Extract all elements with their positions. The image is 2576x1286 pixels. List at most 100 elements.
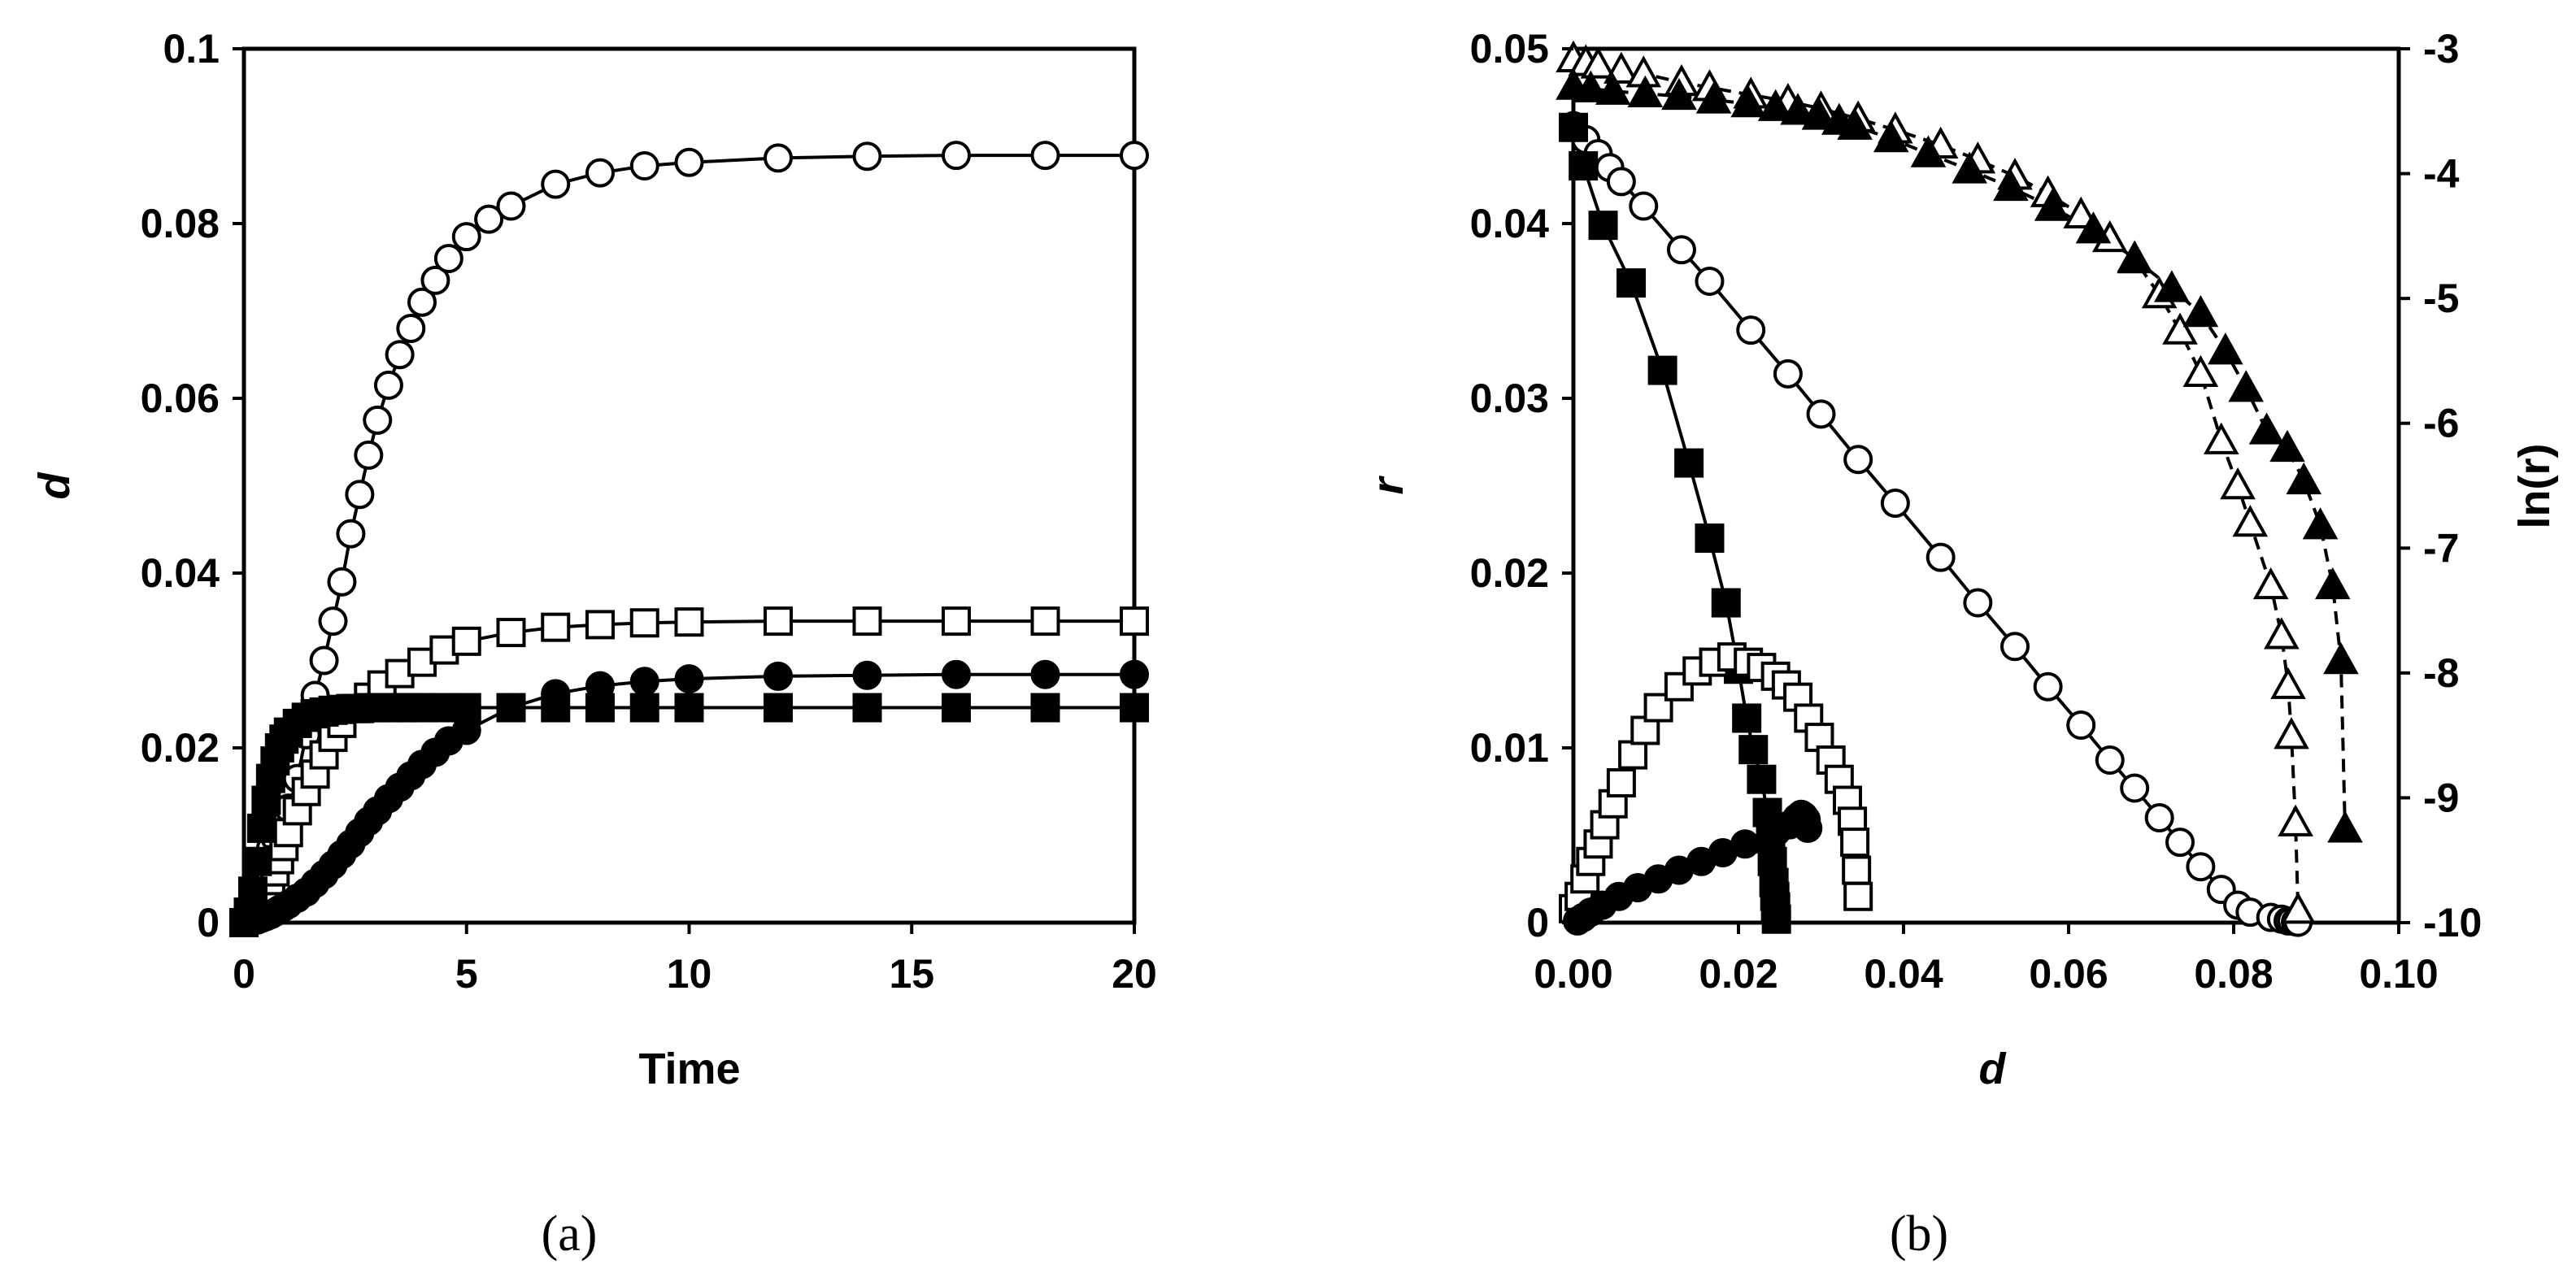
panel-b-series-5: [1556, 67, 2363, 843]
panel-b-series-0-point: [2095, 745, 2125, 776]
panel-a-series-2-point: [674, 693, 704, 723]
panel-b-series-4-point: [2182, 354, 2219, 388]
panel-a-series-0-point: [629, 151, 659, 181]
panel-a-series-1-point: [496, 618, 526, 648]
panel-a-series-2-point: [237, 876, 268, 906]
panel-a-series-0-point: [327, 567, 357, 597]
panel-b-y-tick-label: 0.02: [1470, 550, 1549, 596]
panel-a-series-0-point: [496, 191, 526, 221]
panel-b-marks: [1556, 40, 2363, 937]
panel-b-series-5-point: [2286, 462, 2322, 495]
panel-b-series-0-point: [1843, 445, 1873, 475]
panel-a-series-1-point: [451, 626, 481, 656]
panel-b-series-5-point: [2075, 211, 2112, 244]
panel-b-y-tick-label: 0: [1526, 900, 1549, 945]
panel-b-series-5-point: [2327, 810, 2363, 843]
panel-b-y2-tick-label: -8: [2423, 650, 2459, 696]
panel-a-chart: 0 5 10 15 20 0 0.02 0.04 0.06 0.08 0.1 Time d (a): [30, 26, 1157, 1262]
panel-b-y2-tick-label: -6: [2423, 401, 2459, 446]
panel-a-series-0-point: [1030, 141, 1060, 171]
panel-b-series-1-point: [1732, 703, 1762, 733]
panel-b-series-0-point: [1925, 542, 1956, 572]
panel-b-x-tick-label: 0.08: [2194, 951, 2273, 997]
panel-b-x-tick-label: 0.06: [2029, 951, 2108, 997]
panel-b-series-0-point: [1666, 235, 1696, 265]
panel-b-series-3-point: [1730, 829, 1760, 859]
panel-a-y-tick-label: 0.1: [163, 26, 220, 72]
panel-b-series-4-point: [2203, 422, 2239, 454]
panel-a-series-2-point: [629, 693, 659, 723]
panel-b-series-4-point: [2264, 617, 2300, 650]
panel-b-series-5-point: [1573, 70, 1609, 102]
panel-a-series-3-point: [629, 667, 659, 697]
panel-b-series-0-point: [2165, 828, 2195, 858]
panel-b-series-5-point: [1910, 135, 1947, 167]
panel-a-x-tick-label: 0: [233, 951, 255, 997]
panel-a-series-0-point: [363, 405, 393, 435]
panel-a-series-0-point: [674, 147, 704, 177]
panel-a-series-3-point: [585, 671, 615, 701]
panel-a-series-markers: [229, 141, 1149, 937]
panel-b-series-markers: [1556, 40, 2363, 937]
panel-b-series-5-point: [2034, 189, 2070, 221]
panel-a-y-axis-label: d: [30, 472, 79, 500]
panel-a-series-3-point: [942, 659, 971, 689]
panel-b-series-1-point: [1617, 268, 1647, 298]
panel-a-series-1-point: [674, 607, 704, 637]
panel-a-y-tick-label: 0.04: [141, 550, 220, 596]
panel-a-x-tick-label: 5: [455, 951, 478, 997]
panel-b-y2-tick-label: -5: [2423, 276, 2459, 321]
panel-b-series-5-point: [2117, 240, 2152, 272]
panel-b-series-1-point: [1711, 588, 1741, 618]
panel-a-series-0-point: [345, 480, 375, 510]
panel-b-series-5-point: [1661, 77, 1697, 111]
panel-b-series-1-point: [1695, 524, 1725, 553]
panel-a-x-axis-label: Time: [638, 1045, 740, 1093]
panel-a-series-0-point: [451, 222, 481, 252]
panel-b-series-4-point: [2280, 892, 2316, 924]
panel-b-ticks: 0.00 0.02 0.04 0.06 0.08 0.10 0 0.01 0.02 0.03 0.0…: [1470, 26, 2482, 997]
panel-a-x-tick-label: 20: [1112, 951, 1157, 997]
panel-a-series-1-point: [852, 606, 882, 636]
panel-b-series-2-point: [1843, 881, 1873, 911]
panel-b-y-tick-label: 0.05: [1470, 26, 1549, 72]
panel-b-series-5-point: [1780, 93, 1816, 125]
panel-b-series-2-point: [1606, 768, 1636, 797]
panel-b-y-tick-label: 0.04: [1470, 201, 1550, 246]
panel-a-series-0-point: [585, 158, 615, 188]
panel-b-series-1-point: [1588, 211, 1618, 241]
panel-b-y-tick-label: 0.01: [1470, 725, 1549, 771]
panel-a-y-tick-label: 0.02: [141, 725, 220, 771]
panel-b-series-0-point: [2186, 852, 2216, 882]
panel-a-y-tick-label: 0.08: [141, 201, 220, 246]
panel-b-series-0-point: [2120, 773, 2150, 803]
panel-b-series-0-point: [1629, 191, 1659, 221]
panel-b-series-1-point: [1569, 151, 1599, 181]
panel-a-series-3-point: [852, 660, 882, 690]
panel-b-x-tick-label: 0.02: [1699, 951, 1778, 997]
panel-b-y2-tick-label: -7: [2423, 525, 2459, 571]
panel-b-series-4-point: [2252, 567, 2289, 600]
panel-a-series-1: [229, 606, 1149, 937]
panel-b-series-0-point: [2066, 710, 2096, 741]
panel-a-series-1-point: [585, 610, 615, 640]
panel-b-y2-tick-label: -4: [2423, 151, 2460, 197]
panel-b-series-5-point: [1595, 72, 1631, 105]
panel-b-y-tick-label: 0.03: [1470, 376, 1549, 421]
panel-b-series-4-point: [2220, 467, 2256, 500]
panel-b-y2-tick-label: -3: [2423, 26, 2459, 72]
panel-b-series-5-point: [1873, 120, 1909, 153]
panel-a-series-0-point: [354, 440, 384, 470]
panel-b-series-2-point: [1643, 693, 1673, 723]
panel-a-series-0-point: [396, 314, 426, 343]
panel-b-y2-tick-label: -9: [2423, 775, 2459, 820]
panel-b-series-1-point: [1674, 448, 1704, 478]
panel-b-plot-area: [1571, 46, 2401, 925]
panel-a-series-2-point: [242, 846, 272, 876]
panel-a-series-3-point: [674, 664, 704, 694]
panel-b-x-tick-label: 0.04: [1864, 951, 1943, 997]
panel-a-label: (a): [542, 1206, 598, 1262]
panel-a-series-1-point: [629, 608, 659, 638]
panel-b-series-4-point: [2162, 312, 2198, 345]
panel-b-series-5-point: [1801, 98, 1838, 130]
